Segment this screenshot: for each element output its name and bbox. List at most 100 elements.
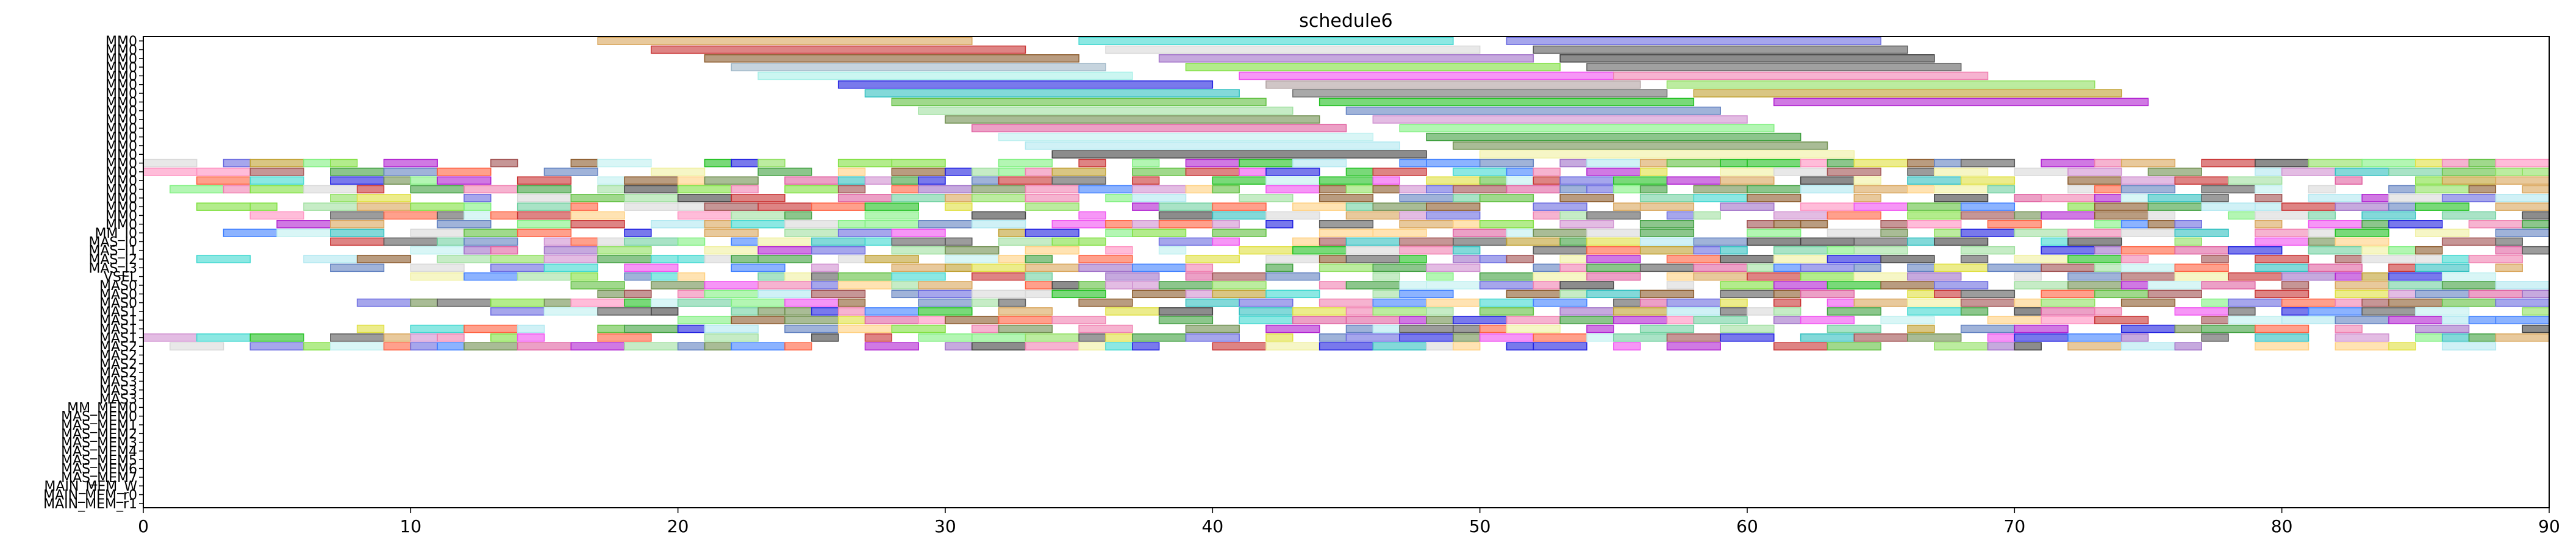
task-bar: [1586, 255, 1641, 263]
task-bar: [1426, 307, 1454, 316]
task-bar: [463, 229, 518, 237]
task-bar: [2522, 168, 2550, 176]
task-bar: [2334, 298, 2363, 307]
task-bar: [1318, 263, 1374, 272]
task-bar: [1559, 185, 1587, 194]
task-bar: [1559, 211, 1587, 220]
task-bar: [811, 272, 839, 281]
task-bar: [1720, 333, 1775, 342]
task-bar: [2067, 333, 2122, 342]
task-bar: [2067, 342, 2122, 350]
task-bar: [1800, 220, 1828, 229]
task-bar: [677, 255, 706, 263]
task-bar: [1292, 89, 1668, 98]
task-bar: [1960, 246, 2016, 255]
task-bar: [624, 290, 652, 299]
task-bar: [2388, 290, 2416, 299]
task-bar: [1345, 307, 1374, 316]
y-tick-label: MAS_I0: [89, 235, 137, 250]
task-bar: [2120, 272, 2176, 281]
task-bar: [2468, 333, 2497, 342]
task-bar: [998, 229, 1026, 237]
task-bar: [2441, 168, 2497, 176]
task-bar: [1292, 316, 1347, 324]
task-bar: [704, 281, 759, 290]
task-bar: [2468, 255, 2523, 263]
task-bar: [437, 342, 465, 350]
y-tick-label: MM0: [106, 218, 137, 233]
task-bar: [2415, 255, 2443, 263]
task-bar: [2201, 202, 2256, 211]
task-bar: [1934, 263, 1989, 272]
task-bar: [1800, 158, 1828, 168]
task-bar: [1453, 185, 1508, 194]
task-bar: [2495, 316, 2550, 324]
task-bar: [196, 202, 251, 211]
task-bar: [1533, 298, 1587, 307]
task-bar: [1132, 176, 1160, 185]
task-bar: [2120, 185, 2176, 194]
task-bar: [918, 290, 973, 299]
task-bar: [1800, 333, 1855, 342]
task-bar: [2495, 202, 2550, 211]
task-bar: [837, 168, 866, 176]
task-bar: [1800, 263, 1855, 272]
task-bar: [2174, 176, 2229, 185]
task-bar: [1426, 185, 1454, 194]
task-bar: [1025, 255, 1053, 263]
task-bar: [1987, 263, 2042, 272]
task-bar: [2281, 168, 2336, 176]
task-bar: [1666, 272, 1695, 281]
task-bar: [2120, 333, 2149, 342]
task-bar: [651, 298, 679, 307]
task-bar: [731, 255, 759, 263]
task-bar: [1639, 220, 1695, 229]
task-bar: [249, 176, 304, 185]
task-bar: [945, 237, 973, 246]
y-tick-label: MAS3: [99, 374, 137, 389]
task-bar: [2281, 202, 2336, 211]
task-bar: [1318, 281, 1347, 290]
task-bar: [1907, 168, 1935, 176]
task-bar: [1158, 237, 1214, 246]
task-bar: [1185, 63, 1561, 71]
task-bar: [1934, 229, 1962, 237]
task-bar: [1720, 246, 1748, 255]
task-bar: [1853, 237, 1908, 246]
task-bar: [2094, 202, 2149, 211]
task-bar: [677, 237, 706, 246]
task-bar: [143, 168, 198, 176]
task-bar: [517, 272, 572, 281]
task-bar: [437, 333, 465, 342]
task-bar: [1559, 237, 1587, 246]
task-bar: [1506, 255, 1534, 263]
y-tick-label: MAS3: [99, 392, 137, 407]
task-bar: [704, 229, 759, 237]
task-bar: [356, 185, 385, 194]
task-bar: [2041, 290, 2095, 299]
task-bar: [1453, 255, 1481, 263]
task-bar: [490, 246, 518, 255]
task-bar: [1907, 176, 1962, 185]
task-bar: [2361, 246, 2389, 255]
task-bar: [1773, 255, 1828, 263]
task-bar: [1239, 71, 1614, 80]
task-bar: [2495, 237, 2523, 246]
task-bar: [1185, 263, 1214, 272]
task-bar: [597, 237, 625, 246]
task-bar: [731, 211, 785, 220]
task-bar: [2067, 237, 2122, 246]
task-bar: [1800, 316, 1855, 324]
task-bar: [570, 342, 625, 350]
task-bar: [1212, 211, 1267, 220]
task-bar: [1533, 342, 1587, 350]
task-bar: [731, 237, 759, 246]
task-bar: [1747, 229, 1801, 237]
x-tick-label: 70: [2004, 516, 2026, 536]
task-bar: [383, 342, 412, 350]
task-bar: [1586, 290, 1641, 299]
y-tick-label: MAS1: [99, 322, 137, 338]
task-bar: [2415, 202, 2470, 211]
task-bar: [2281, 298, 2336, 307]
task-bar: [1372, 263, 1427, 272]
